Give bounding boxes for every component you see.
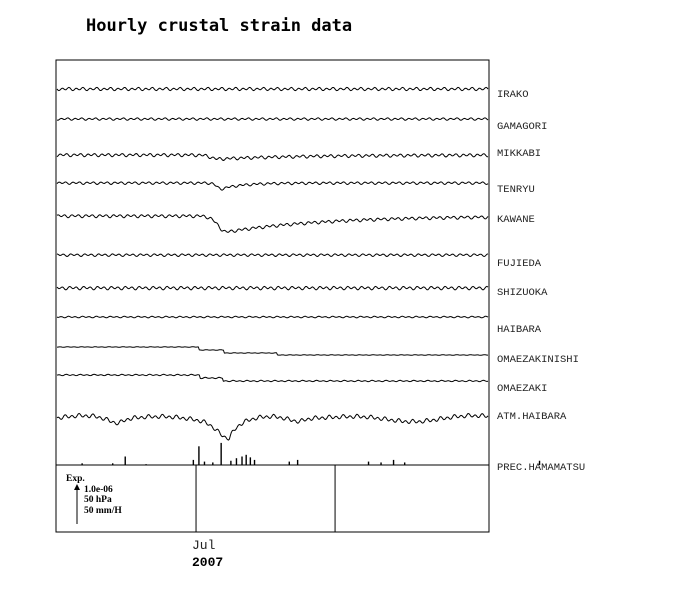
station-label-gamagori: GAMAGORI (497, 121, 547, 133)
station-label-kawane: KAWANE (497, 214, 535, 226)
precip-bar-20 (403, 462, 406, 465)
precip-bar-18 (380, 462, 382, 465)
precip-bar-9 (230, 460, 232, 465)
station-label-shizuoka: SHIZUOKA (497, 287, 548, 299)
station-label-prec-hamamatsu: PREC.HAMAMATSU (497, 462, 585, 474)
station-label-irako: IRAKO (497, 89, 529, 101)
station-label-atm-haibara: ATM.HAIBARA (497, 411, 567, 423)
station-label-haibara: HAIBARA (497, 324, 542, 336)
precip-bar-19 (392, 459, 395, 465)
scale-strain-label: 1.0e-06 (84, 485, 113, 495)
scale-arrow-head-icon (74, 484, 80, 490)
trace-omaezaki (56, 373, 489, 383)
trace-kawane (56, 214, 489, 233)
precip-bar-8 (220, 442, 222, 465)
x-tick-label-jul: Jul (192, 538, 216, 553)
precip-bar-13 (249, 457, 252, 465)
station-label-omaezaki: OMAEZAKI (497, 383, 547, 395)
precip-bar-16 (296, 459, 299, 465)
trace-fujieda (56, 253, 489, 257)
trace-shizuoka (56, 285, 489, 291)
chart-title: Hourly crustal strain data (86, 16, 352, 36)
trace-tenryu (56, 181, 489, 191)
precip-bar-3 (145, 464, 147, 465)
precip-bar-6 (203, 461, 206, 465)
station-label-mikkabi: MIKKABI (497, 148, 541, 160)
precip-bar-10 (235, 458, 238, 465)
precip-bar-14 (253, 459, 256, 465)
trace-haibara (56, 315, 489, 319)
trace-group (56, 86, 489, 441)
station-label-omaezakinishi: OMAEZAKINISHI (497, 354, 579, 366)
vertical-gridlines (195, 465, 336, 532)
precip-bar-11 (241, 456, 243, 465)
trace-atm-haibara (56, 412, 489, 441)
scale-precip-label: 50 mm/H (84, 506, 122, 516)
scale-legend: Exp. 1.0e-06 50 hPa 50 mm/H (66, 474, 122, 524)
scale-legend-header: Exp. (66, 474, 85, 484)
scale-pressure-label: 50 hPa (84, 495, 112, 505)
trace-irako (56, 86, 489, 92)
precip-bar-2 (124, 456, 126, 465)
precip-bar-7 (212, 462, 214, 465)
trace-omaezakinishi (57, 346, 488, 356)
precip-bar-15 (288, 461, 290, 465)
trace-mikkabi (56, 153, 489, 161)
precip-bar-1 (112, 463, 114, 465)
station-label-tenryu: TENRYU (497, 184, 535, 196)
precip-bar-17 (367, 461, 370, 465)
precip-bar-5 (198, 446, 200, 465)
precip-bar-21 (538, 460, 541, 465)
station-label-group: IRAKO GAMAGORI MIKKABI TENRYU KAWANE FUJIEDA S… (497, 89, 585, 474)
trace-gamagori (56, 117, 489, 121)
year-label: 2007 (192, 555, 223, 570)
precip-bar-0 (81, 463, 83, 465)
precip-bar-12 (245, 454, 247, 465)
precip-bars (81, 442, 541, 465)
precip-bar-4 (192, 459, 195, 465)
plot-frame (55, 59, 490, 533)
station-label-fujieda: FUJIEDA (497, 258, 542, 270)
